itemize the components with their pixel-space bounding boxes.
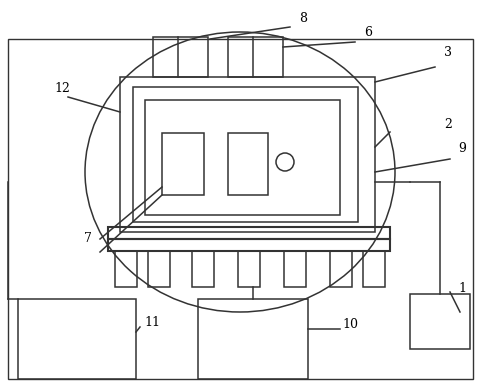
Bar <box>153 37 208 77</box>
Bar <box>162 133 204 195</box>
Bar <box>228 37 283 77</box>
Bar <box>115 251 137 287</box>
Bar <box>145 100 340 215</box>
Bar <box>330 251 352 287</box>
Bar <box>108 227 390 239</box>
Text: 9: 9 <box>458 142 466 156</box>
Text: 8: 8 <box>299 12 307 26</box>
Bar <box>148 251 170 287</box>
Bar <box>228 133 268 195</box>
Text: 2: 2 <box>444 118 452 132</box>
Bar <box>120 77 375 232</box>
Bar <box>108 239 390 251</box>
Text: 3: 3 <box>444 46 452 58</box>
Bar <box>363 251 385 287</box>
Text: 10: 10 <box>342 319 358 332</box>
Bar <box>18 299 136 379</box>
Text: 6: 6 <box>364 26 372 38</box>
Text: 11: 11 <box>144 317 160 329</box>
Text: 12: 12 <box>54 82 70 96</box>
Bar <box>8 39 473 379</box>
Bar <box>410 294 470 349</box>
Bar <box>284 251 306 287</box>
Text: 1: 1 <box>458 283 466 296</box>
Bar <box>238 251 260 287</box>
Text: 7: 7 <box>84 233 92 245</box>
Bar <box>133 87 358 222</box>
Bar <box>192 251 214 287</box>
Bar <box>198 299 308 379</box>
